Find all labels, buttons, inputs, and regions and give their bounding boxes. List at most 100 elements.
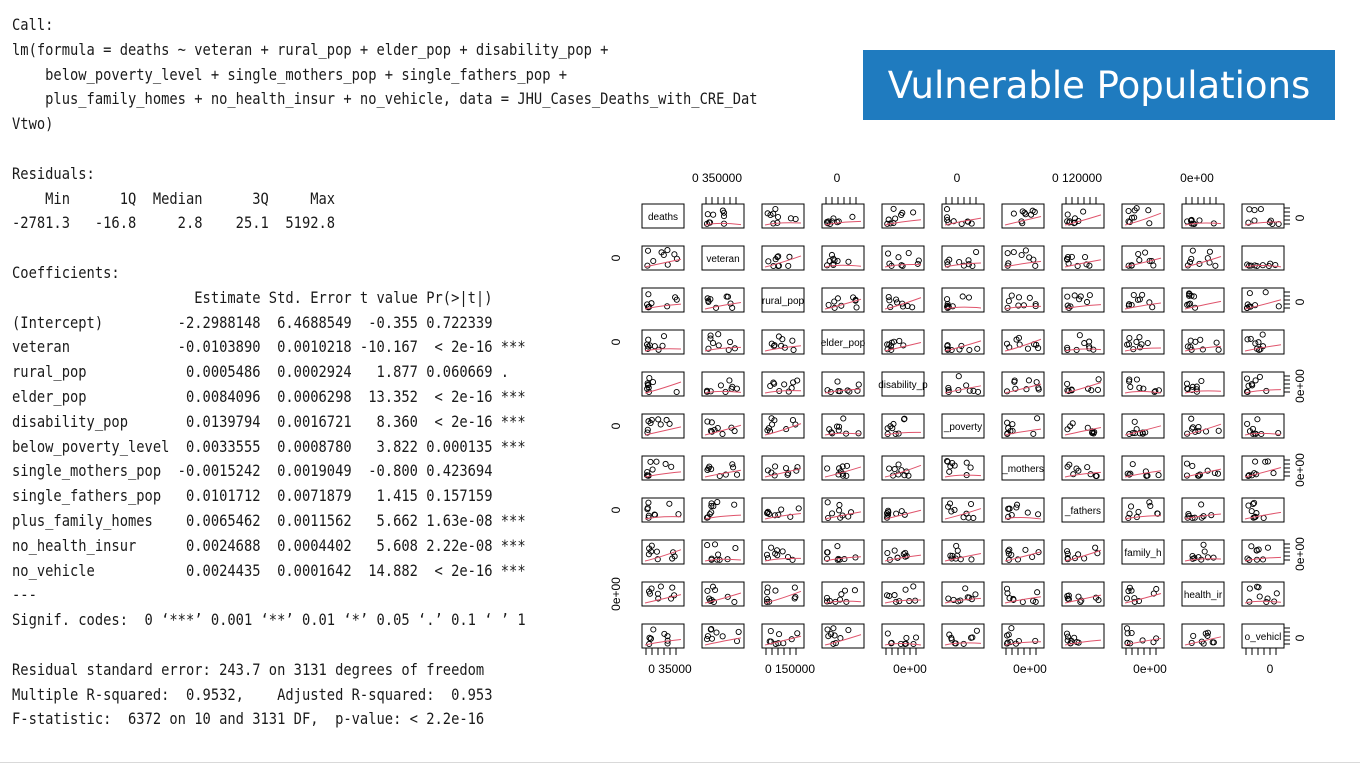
scatter-point [853,304,860,311]
panel-frame [1241,623,1285,649]
scatter-point [1247,335,1254,342]
scatter-point [836,556,843,563]
scatter-point [823,598,831,605]
scatter-point [1269,220,1276,228]
lowess-smoother [884,642,922,646]
scatter-point [840,415,847,422]
lowess-smoother [644,381,682,394]
formula-line: Vtwo) [12,114,54,134]
scatter-point [974,388,982,395]
scatter-point [1215,427,1222,434]
lowess-smoother [1064,304,1102,310]
scatter-point [776,631,783,638]
scatter-point [1275,220,1282,228]
lowess-smoother [824,388,862,394]
scatter-point [1135,597,1143,605]
lowess-smoother [704,637,742,646]
scatter-point [1080,208,1087,215]
scatter-point [1248,381,1255,388]
lowess-smoother [1184,390,1222,394]
scatter-panel [641,623,685,649]
scatter-point [1243,375,1251,382]
scatter-point [851,587,858,594]
scatter-point [789,556,796,563]
scatter-point [657,421,664,428]
scatter-panel [1061,203,1105,229]
bottom-axis-label: 0 35000 [648,662,692,676]
lowess-smoother [824,556,862,562]
scatter-point [1150,262,1157,269]
lowess-smoother [1004,383,1042,394]
scatter-point [1064,548,1071,555]
scatter-point [1064,211,1071,218]
scatter-point [1005,298,1012,305]
scatter-point [1064,463,1071,470]
scatter-panel [1001,413,1045,439]
lowess-smoother [764,345,802,352]
scatter-point [1007,639,1014,646]
scatter-point [1212,262,1219,269]
scatter-panel [1001,329,1045,355]
scatter-point [948,634,955,641]
scatter-point [664,247,671,254]
lowess-smoother [1184,300,1222,310]
scatter-point [945,503,952,510]
scatter-point [1129,429,1136,437]
panel-frame [821,581,865,607]
scatter-point [1071,292,1078,299]
scatter-point [1185,301,1192,308]
scatter-panel [1241,539,1285,565]
lowess-smoother [824,264,862,268]
scatter-panel [1121,581,1165,607]
scatter-point [1245,502,1252,509]
scatter-point [1133,205,1140,212]
scatter-point [1145,207,1152,214]
scatter-point [731,598,738,606]
scatter-point [765,425,772,432]
scatter-point [646,375,653,382]
scatter-point [1188,386,1195,394]
scatter-point [893,299,901,306]
scatter-point [1257,206,1264,213]
diagonal-label: _mothers [1001,464,1044,475]
scatter-point [704,587,711,594]
scatter-point [949,552,956,559]
scatter-panel [821,203,865,229]
coefficient-row: (Intercept) -2.2988148 6.4688549 -0.355 … [12,312,526,332]
scatter-point [733,385,740,392]
scatter-point [770,342,777,350]
scatter-point [646,342,653,349]
scatter-point [1034,589,1041,596]
scatter-point [1022,247,1029,254]
scatter-point [717,382,724,389]
call-label: Call: [12,15,54,34]
scatter-point [1019,208,1026,215]
scatter-point [715,331,722,338]
scatter-point [899,262,906,269]
scatter-point [1246,585,1253,592]
scatter-point [974,345,981,352]
scatter-point [719,633,726,640]
scatter-point [1189,462,1196,469]
panel-frame [1001,455,1045,481]
lowess-smoother [884,464,922,478]
scatter-point [1020,302,1027,309]
scatter-point [852,297,859,304]
scatter-point [784,553,792,561]
scatter-point [889,425,896,432]
scatter-point [1024,509,1031,516]
lowess-smoother [704,346,742,352]
coefficient-row: single_fathers_pop 0.0101712 0.0071879 1… [12,486,526,506]
scatter-point [1189,425,1196,432]
scatter-point [895,254,902,261]
scatter-point [1136,257,1143,264]
scatter-point [649,466,656,473]
scatter-point [1135,250,1142,258]
scatter-panel [881,203,925,229]
scatter-panel [1121,203,1165,229]
scatter-point [849,213,856,220]
scatter-point [706,219,714,226]
scatter-point [658,249,665,256]
scatter-point [885,250,892,257]
scatter-point [772,640,779,647]
